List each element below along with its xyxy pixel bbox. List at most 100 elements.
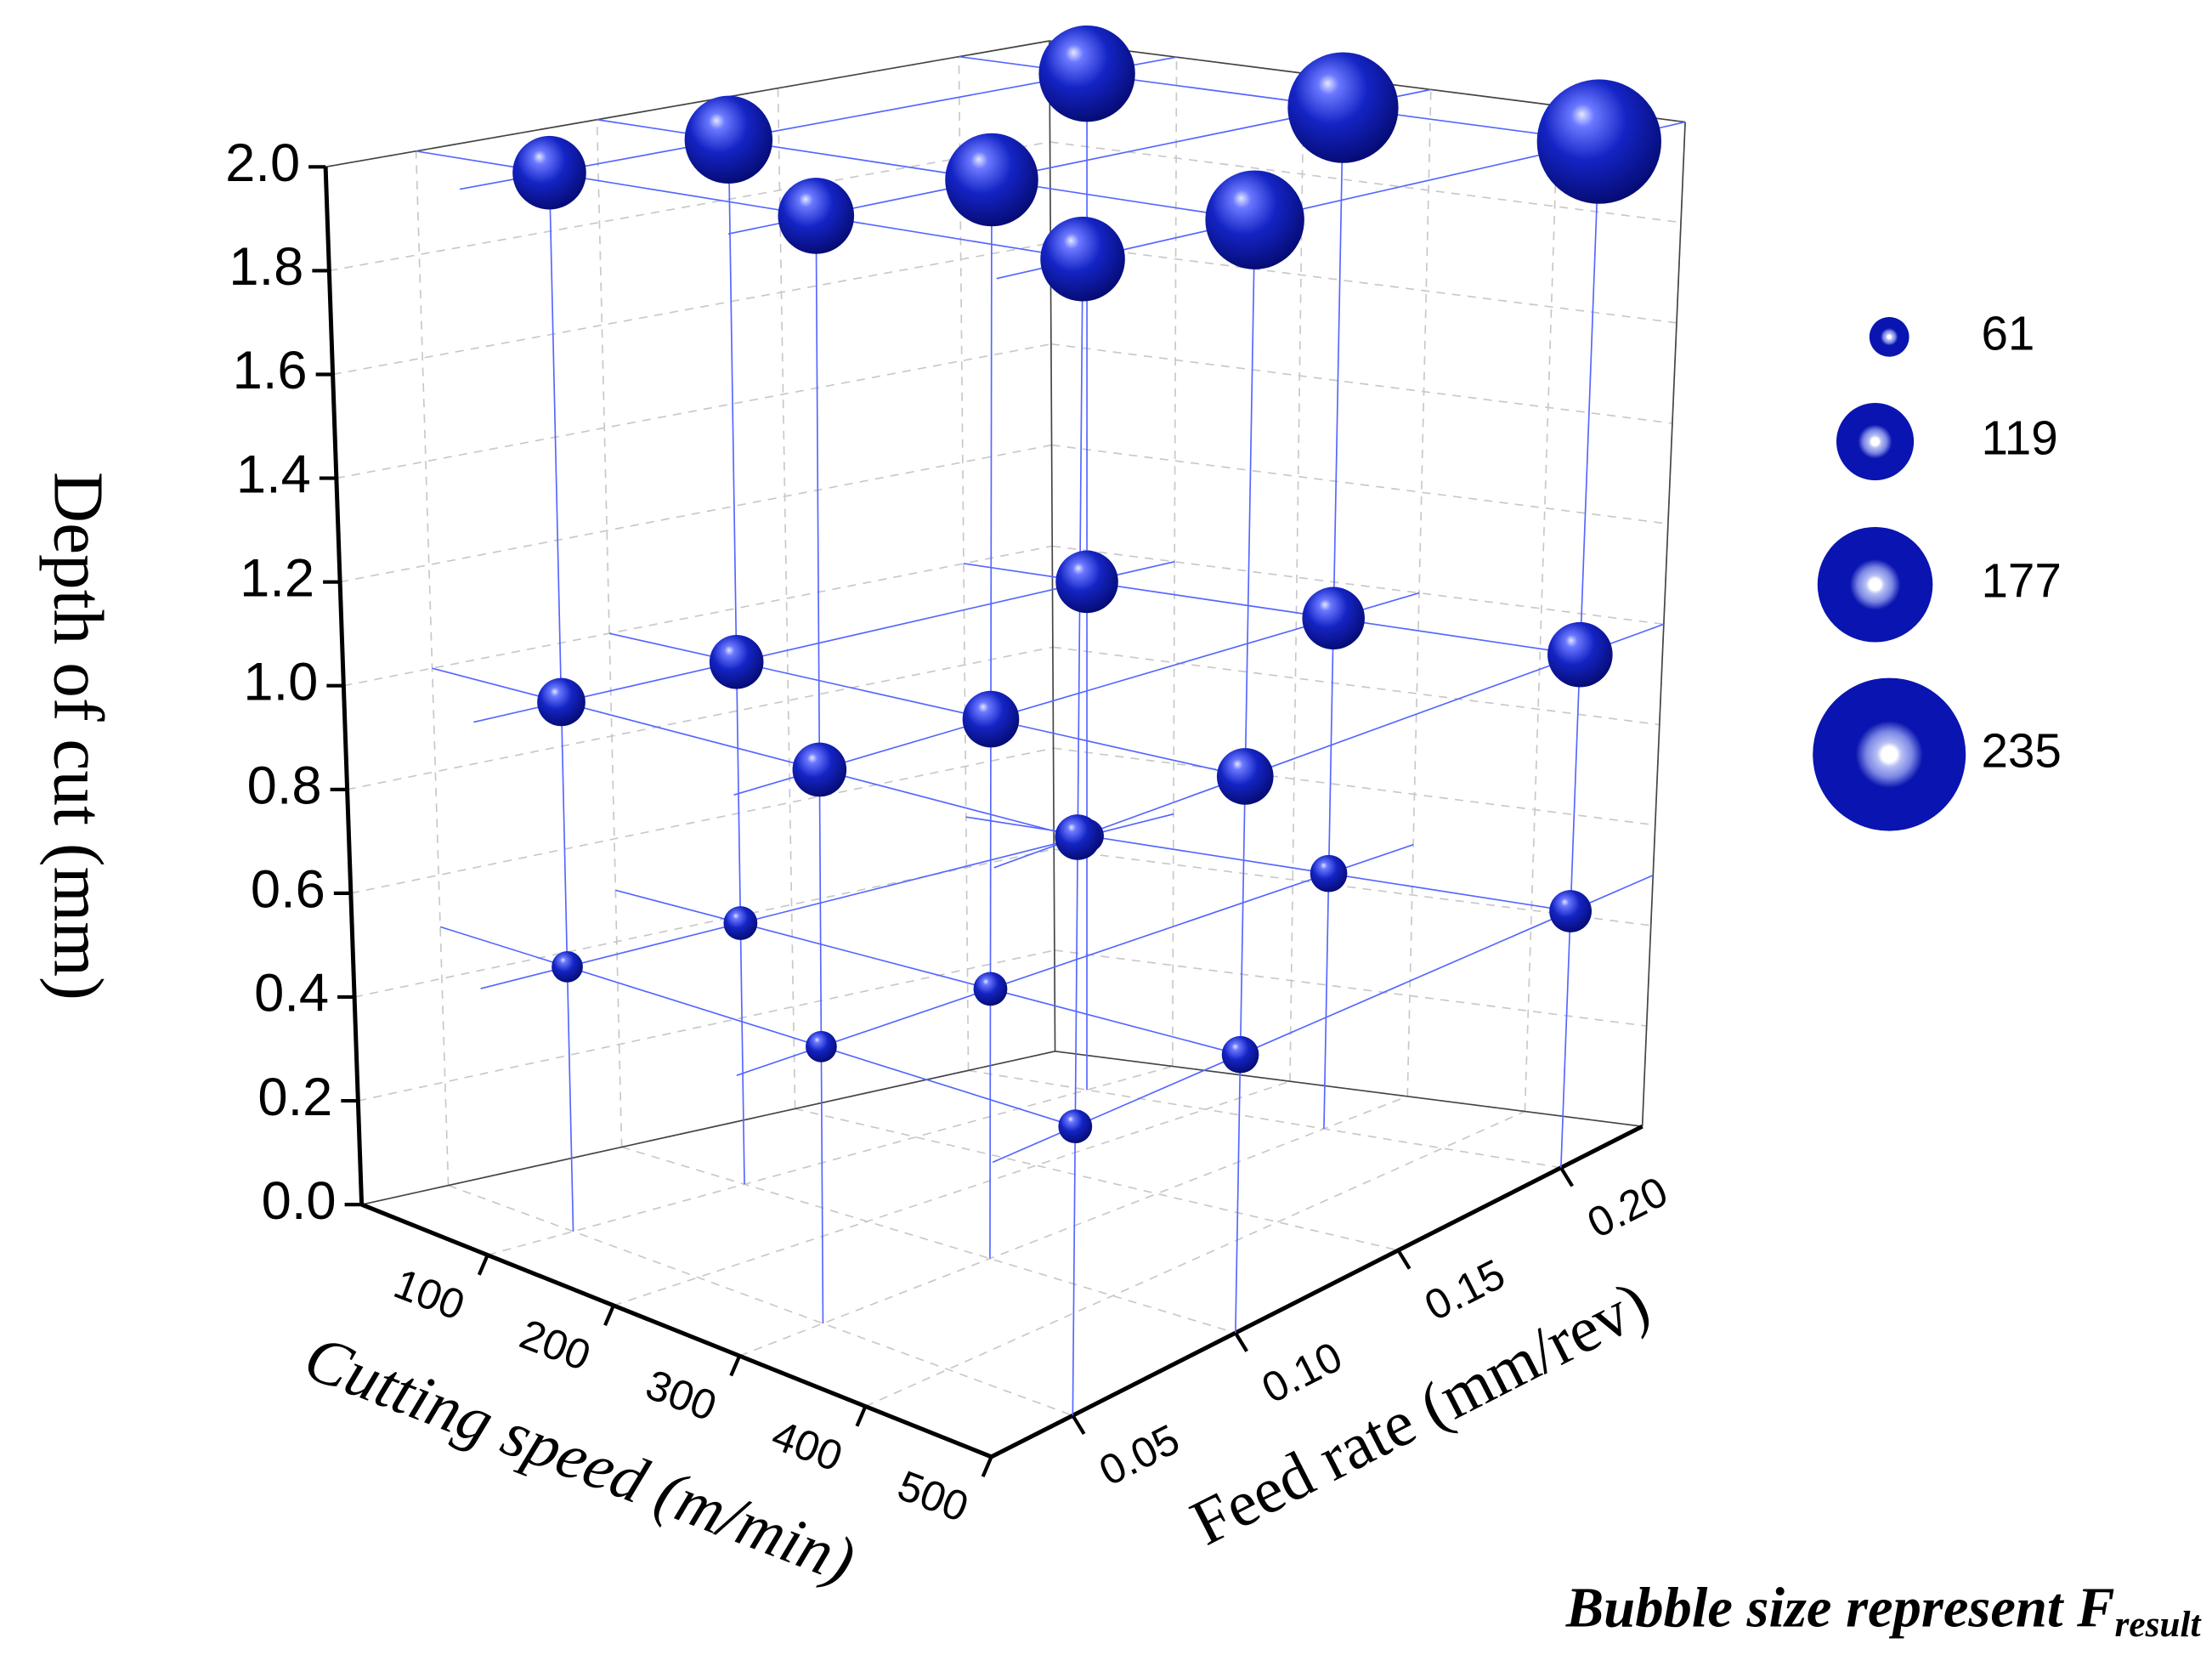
y-tick xyxy=(1234,1332,1248,1352)
x-tick xyxy=(477,1254,489,1276)
x-tick-label: 100 xyxy=(388,1260,471,1329)
y-axis-title: Feed rate (mm/rev) xyxy=(1180,1266,1660,1559)
grid-line xyxy=(350,747,1054,894)
y-axis-line xyxy=(990,1124,1643,1459)
z-tick-label: 0.4 xyxy=(254,964,329,1023)
grid-line xyxy=(487,1065,1173,1256)
guide-line xyxy=(439,926,1076,1127)
y-tick xyxy=(1559,1166,1574,1187)
grid-line xyxy=(448,1184,1073,1417)
z-tick-label: 1.4 xyxy=(236,445,311,504)
grid-line xyxy=(343,545,1053,687)
bubble xyxy=(723,906,758,940)
z-tick-label: 1.8 xyxy=(229,237,303,297)
legend-bubble xyxy=(1836,402,1915,481)
bubble-layer xyxy=(512,25,1661,1144)
bubble xyxy=(1040,216,1125,302)
bubble xyxy=(1058,1109,1093,1144)
box-edge xyxy=(361,1050,1055,1205)
z-tick-label: 0.0 xyxy=(262,1171,337,1231)
y-tick-label: 0.15 xyxy=(1417,1250,1513,1330)
legend-label: 177 xyxy=(1981,554,2061,608)
legend-bubble xyxy=(1813,677,1966,831)
bubble xyxy=(537,677,586,727)
grid-line xyxy=(1289,73,1305,1082)
annotation: Bubble size represent Fresult xyxy=(1565,1578,2203,1645)
bubble xyxy=(962,690,1020,748)
bubble xyxy=(1205,170,1304,269)
box-edge xyxy=(325,40,1050,168)
y-tick-label: 0.20 xyxy=(1580,1167,1675,1247)
grid-line xyxy=(865,1110,1525,1408)
guide-line xyxy=(608,632,1246,778)
legend-bubble xyxy=(1817,526,1933,643)
guide-layer xyxy=(416,55,1686,1416)
grid-line xyxy=(958,56,970,1071)
guide-line xyxy=(992,875,1654,1164)
grid-line xyxy=(738,1096,1408,1357)
x-tick-label: 300 xyxy=(640,1361,723,1431)
x-tick-label: 400 xyxy=(766,1411,849,1481)
bubble xyxy=(1536,79,1661,204)
grid-line xyxy=(968,1069,1562,1169)
x-axis-line xyxy=(360,1202,993,1459)
annotation-subscript: result xyxy=(2115,1604,2203,1645)
x-tick-label: 500 xyxy=(891,1461,975,1531)
grid-line xyxy=(1054,949,1647,1027)
grid-line xyxy=(332,242,1051,376)
z-tick-label: 0.8 xyxy=(247,756,322,816)
y-tick-label: 0.05 xyxy=(1092,1415,1187,1495)
bubble xyxy=(709,634,764,689)
box-edge xyxy=(1049,41,1056,1051)
bubble xyxy=(512,135,586,210)
x-tick xyxy=(729,1355,742,1377)
z-tick-label: 2.0 xyxy=(225,133,300,193)
legend-bubble xyxy=(1869,316,1909,357)
grid-line xyxy=(1050,343,1673,424)
box-edge xyxy=(1055,1050,1643,1128)
grid-line xyxy=(1050,242,1677,324)
grid-line xyxy=(1052,545,1664,626)
grid-line xyxy=(329,141,1050,272)
z-axis-title: Depth of cut (mm) xyxy=(38,472,116,1000)
box-edge xyxy=(1641,122,1686,1127)
bubble xyxy=(1310,854,1348,892)
background-layer xyxy=(323,40,1686,1459)
legend-label: 61 xyxy=(1981,306,2034,360)
grid-line xyxy=(1051,444,1669,525)
z-tick-label: 1.6 xyxy=(233,341,308,400)
grid-line xyxy=(1406,89,1432,1096)
z-tick-label: 1.0 xyxy=(243,652,318,711)
grid-line xyxy=(613,1080,1291,1306)
guide-line xyxy=(615,889,1241,1056)
x-tick-label: 200 xyxy=(513,1310,597,1380)
z-tick-label: 0.6 xyxy=(251,860,325,920)
x-tick xyxy=(981,1456,993,1478)
bubble xyxy=(1547,621,1613,688)
x-tick xyxy=(603,1305,615,1326)
guide-line xyxy=(736,843,1414,1076)
bubble xyxy=(552,950,583,983)
bubble xyxy=(1302,586,1365,650)
bubble xyxy=(1549,890,1593,932)
x-tick xyxy=(855,1405,868,1427)
grid-line xyxy=(795,1108,1399,1251)
bubble xyxy=(684,95,773,184)
legend-label: 119 xyxy=(1981,411,2057,465)
bubble xyxy=(1216,748,1274,805)
bubble xyxy=(1287,52,1399,163)
z-tick-label: 1.2 xyxy=(240,548,314,608)
bubble xyxy=(778,178,855,254)
bubble xyxy=(1221,1035,1259,1074)
grid-line xyxy=(347,646,1054,790)
grid-line xyxy=(621,1146,1236,1334)
bubble xyxy=(1055,550,1118,614)
grid-line xyxy=(1524,105,1559,1112)
y-tick-label: 0.10 xyxy=(1254,1333,1349,1413)
grid-line xyxy=(1049,141,1682,224)
y-tick xyxy=(1396,1249,1411,1270)
bubble xyxy=(1055,814,1101,860)
z-tick-label: 0.2 xyxy=(257,1068,332,1127)
grid-line xyxy=(339,444,1052,583)
